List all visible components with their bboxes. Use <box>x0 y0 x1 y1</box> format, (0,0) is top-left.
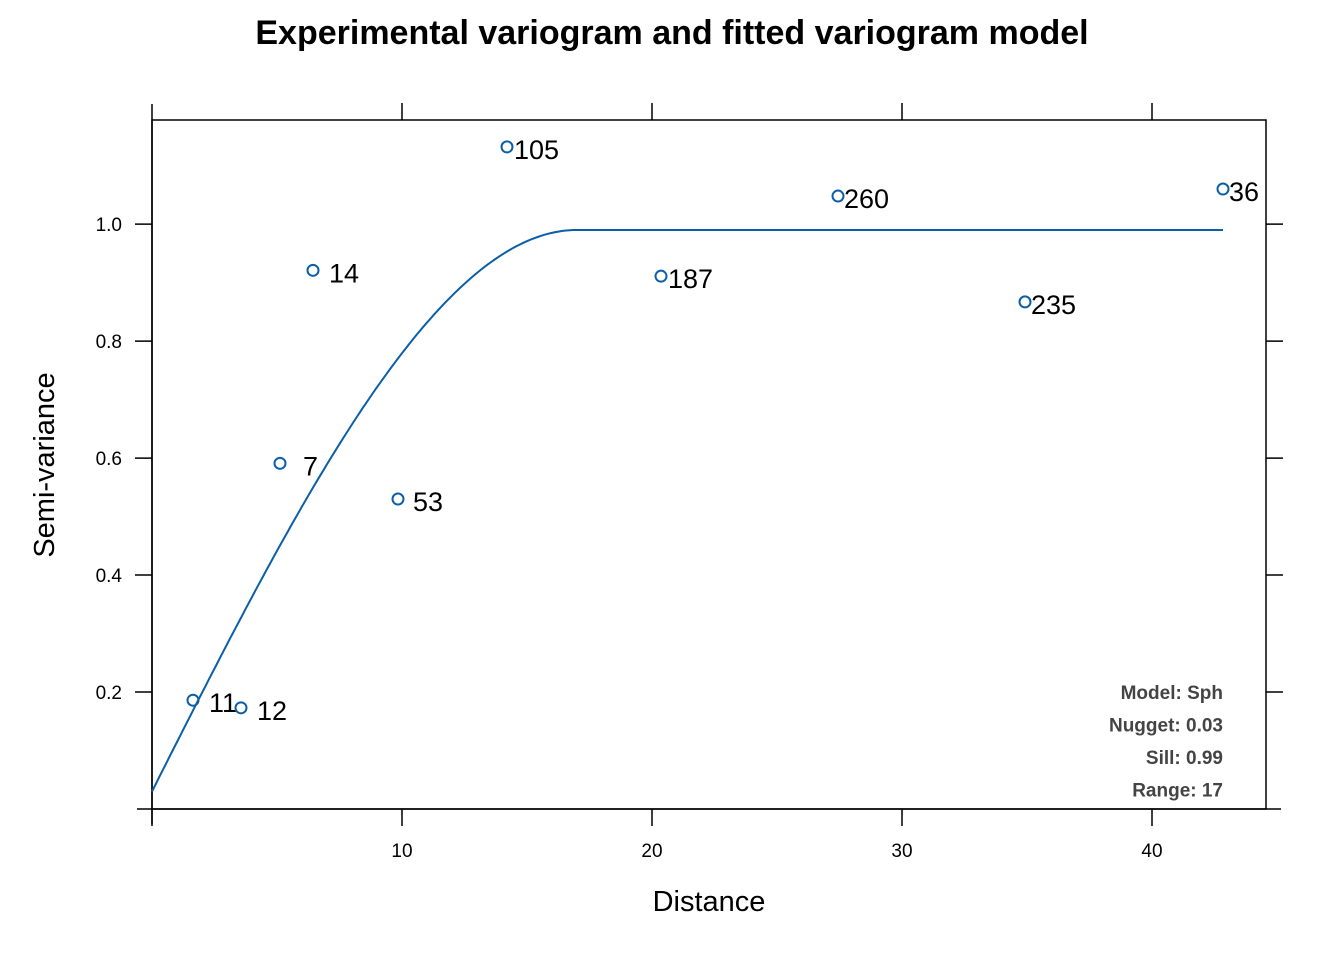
x-tick-label: 30 <box>891 841 912 862</box>
x-axis-label: Distance <box>653 886 766 918</box>
y-tick-label: 0.4 <box>96 566 123 587</box>
y-tick-label: 1.0 <box>96 215 122 236</box>
plot-frame <box>151 119 1267 810</box>
model-annotation: Nugget: 0.03 <box>1109 716 1223 737</box>
data-point <box>831 189 845 203</box>
data-point <box>306 263 320 277</box>
x-tick-label: 20 <box>641 841 662 862</box>
point-pair-count-label: 11 <box>209 688 237 718</box>
model-annotation: Sill: 0.99 <box>1146 748 1223 769</box>
point-pair-count-label: 105 <box>514 135 559 165</box>
points-layer: 11 12 7 14 53 105 187 260 235 36 <box>186 135 1259 726</box>
x-axis: 10 20 30 40 <box>137 103 1281 862</box>
y-tick-label: 0.8 <box>96 332 122 353</box>
point-pair-count-label: 12 <box>257 696 287 726</box>
data-point <box>1018 295 1032 309</box>
point-pair-count-label: 53 <box>413 487 443 517</box>
fitted-model-curve <box>151 229 1223 792</box>
data-point <box>500 140 514 154</box>
data-point <box>273 456 287 470</box>
point-pair-count-label: 187 <box>668 264 713 294</box>
model-annotations: Model: Sph Nugget: 0.03 Sill: 0.99 Range: 1… <box>1109 683 1223 802</box>
data-point <box>391 492 405 506</box>
data-point <box>654 269 668 283</box>
x-tick-label: 40 <box>1141 841 1162 862</box>
model-annotation: Range: 17 <box>1132 781 1223 802</box>
point-pair-count-label: 260 <box>844 184 889 214</box>
point-pair-count-label: 235 <box>1031 290 1076 320</box>
point-pair-count-label: 36 <box>1229 177 1259 207</box>
point-pair-count-label: 7 <box>303 451 318 481</box>
chart-title: Experimental variogram and fitted variog… <box>255 14 1088 52</box>
data-point <box>234 701 248 715</box>
data-point <box>1216 182 1230 196</box>
data-point <box>186 693 200 707</box>
model-annotation: Model: Sph <box>1121 683 1223 704</box>
y-tick-label: 0.6 <box>96 449 122 470</box>
y-axis-label: Semi-variance <box>29 372 61 557</box>
x-tick-label: 10 <box>391 841 412 862</box>
point-pair-count-label: 14 <box>329 258 359 288</box>
y-axis: 0.2 0.4 0.6 0.8 1.0 <box>96 104 1283 824</box>
y-tick-label: 0.2 <box>96 683 122 704</box>
